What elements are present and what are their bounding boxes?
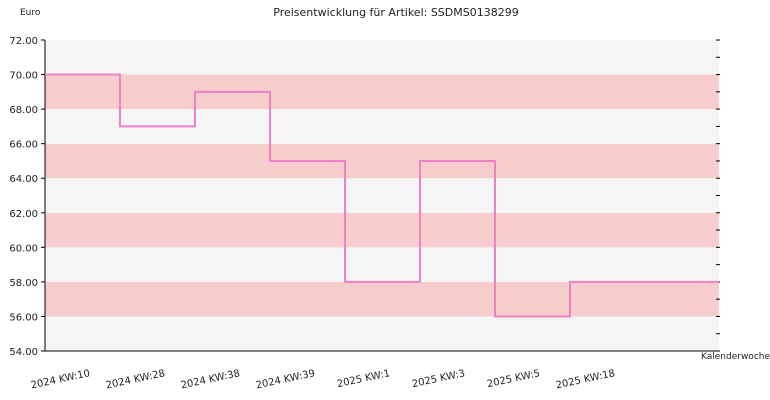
x-tick-label: 2024 KW:10 xyxy=(30,368,91,391)
x-tick-label: 2024 KW:38 xyxy=(180,368,241,391)
background-band xyxy=(45,316,719,351)
y-tick-label: 68.00 xyxy=(9,105,38,116)
y-tick-label: 54.00 xyxy=(9,347,38,358)
x-tick-label: 2025 KW:5 xyxy=(486,368,541,390)
y-tick-label: 70.00 xyxy=(9,71,38,82)
chart-title: Preisentwicklung für Artikel: SSDMS01382… xyxy=(273,6,518,19)
y-tick-label: 60.00 xyxy=(9,243,38,254)
y-tick-label: 64.00 xyxy=(9,174,38,185)
y-tick-label: 56.00 xyxy=(9,312,38,323)
y-axis-label: Euro xyxy=(20,8,41,18)
x-tick-label: 2025 KW:18 xyxy=(555,368,616,391)
price-series-line xyxy=(45,73,719,318)
background-band xyxy=(45,281,719,317)
background-band xyxy=(45,212,719,248)
y-tick-label: 58.00 xyxy=(9,278,38,289)
x-tick-label: 2024 KW:28 xyxy=(105,368,166,391)
x-axis-label: Kalenderwoche xyxy=(701,352,770,362)
y-tick-label: 62.00 xyxy=(9,209,38,220)
background-band xyxy=(45,247,719,282)
background-band xyxy=(45,74,719,110)
right-ticks xyxy=(716,39,720,352)
background-band xyxy=(45,143,719,179)
x-tick-label: 2025 KW:1 xyxy=(336,368,391,390)
background-bands xyxy=(45,40,719,351)
x-tick-label: 2025 KW:3 xyxy=(411,368,466,390)
y-tick-label: 72.00 xyxy=(9,36,38,47)
x-axis: 2024 KW:10 2024 KW:28 2024 KW:38 2024 KW:39… xyxy=(30,350,719,391)
background-band xyxy=(45,40,719,75)
background-band xyxy=(45,178,719,213)
y-tick-label: 66.00 xyxy=(9,140,38,151)
x-tick-label: 2024 KW:39 xyxy=(255,368,316,391)
y-axis: 54.00 56.00 58.00 60.00 62.00 64.00 66.00 68.00… xyxy=(9,36,46,358)
